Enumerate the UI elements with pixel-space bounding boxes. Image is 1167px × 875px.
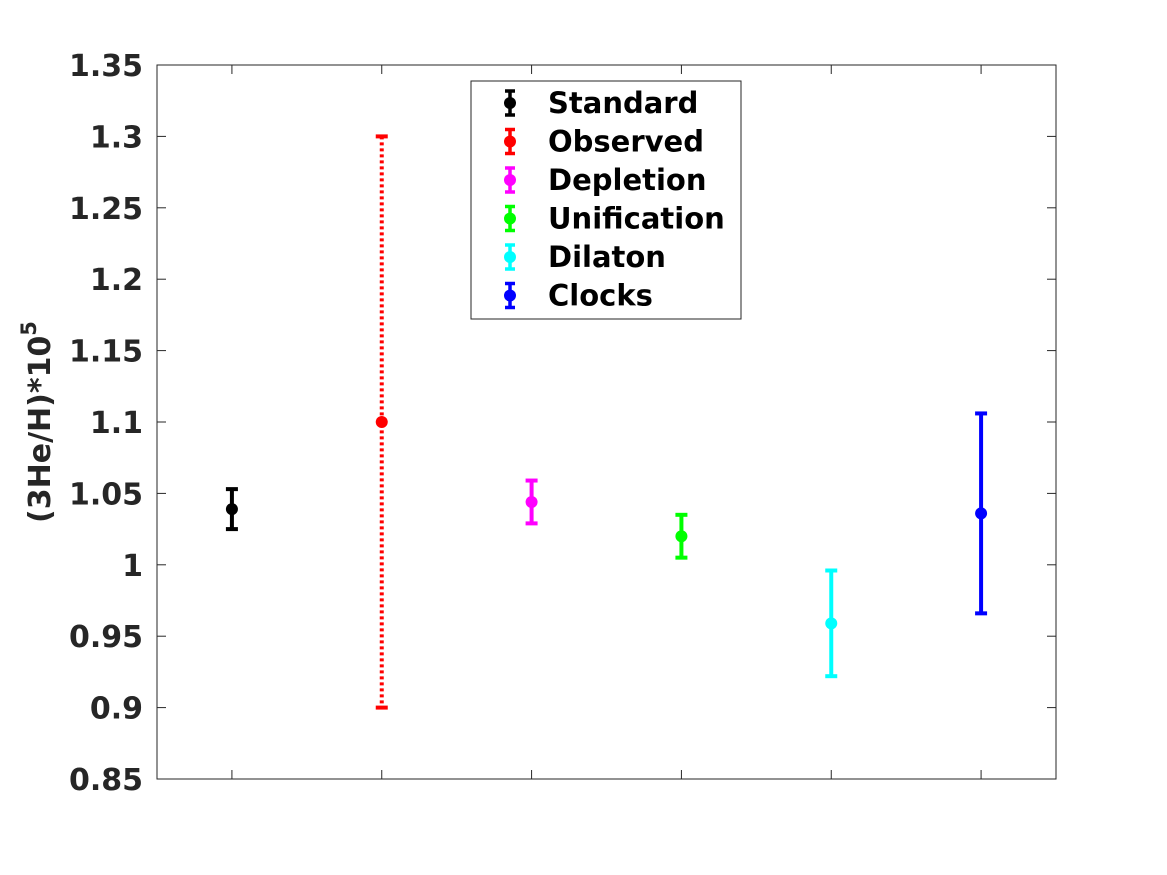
legend-marker-point [504,97,516,109]
legend-label: Dilaton [548,240,666,274]
legend-label: Unification [548,202,725,236]
legend-marker-point [504,289,516,302]
series-depletion [525,478,538,526]
data-point-unification [675,530,688,543]
data-point-observed [375,416,388,428]
y-axis-title-exponent: 5 [17,321,41,336]
series-observed [375,134,388,710]
series-unification [675,512,688,560]
data-point-depletion [525,495,538,508]
y-tick-label: 1 [122,549,143,584]
series-dilaton [825,568,838,679]
legend-label: Standard [548,86,698,120]
legend-marker-point [504,174,516,186]
legend-label: Observed [548,125,704,159]
x-axis-ticks [231,65,982,779]
y-tick-label: 1.3 [90,120,143,155]
data-point-standard [225,503,238,516]
y-axis-ticks [157,64,1056,780]
legend-entry-clocks: Clocks [504,279,653,313]
y-axis-title-base: (3He/H)*10 [23,336,58,523]
legend-marker-point [504,135,516,148]
legend-entry-standard: Standard [504,86,698,120]
y-tick-label: 1.15 [69,335,143,370]
data-point-clocks [975,507,988,520]
legend-label: Clocks [548,279,653,313]
y-tick-label: 0.85 [69,763,143,798]
legend-entry-depletion: Depletion [504,163,706,197]
y-tick-label: 1.1 [90,406,143,441]
y-tick-label: 1.2 [90,263,143,298]
legend: Standard Observed Depletion Unification Dila… [470,80,742,320]
y-tick-label: 1.25 [69,192,143,227]
series-standard [225,487,238,532]
y-tick-label: 1.35 [69,49,143,84]
legend-marker-point [504,251,516,263]
data-point-dilaton [825,617,838,630]
legend-entry-observed: Observed [504,125,704,159]
legend-box [470,80,742,320]
y-axis-title: (3He/H)*105 [17,321,58,523]
y-tick-label: 1.05 [69,477,143,512]
y-tick-label: 0.95 [69,620,143,655]
legend-entry-dilaton: Dilaton [504,240,666,274]
series-layer [225,134,988,710]
legend-items: Standard Observed Depletion Unification Dila… [504,86,725,313]
legend-entry-unification: Unification [504,202,725,236]
legend-label: Depletion [548,163,706,197]
legend-marker-point [504,212,516,225]
series-clocks [975,411,988,616]
y-axis-tick-labels: 0.85 0.9 0.95 1 1.05 1.1 1.15 1.2 1.25 1.3 1.35 [69,49,143,798]
y-tick-label: 0.9 [90,692,143,727]
